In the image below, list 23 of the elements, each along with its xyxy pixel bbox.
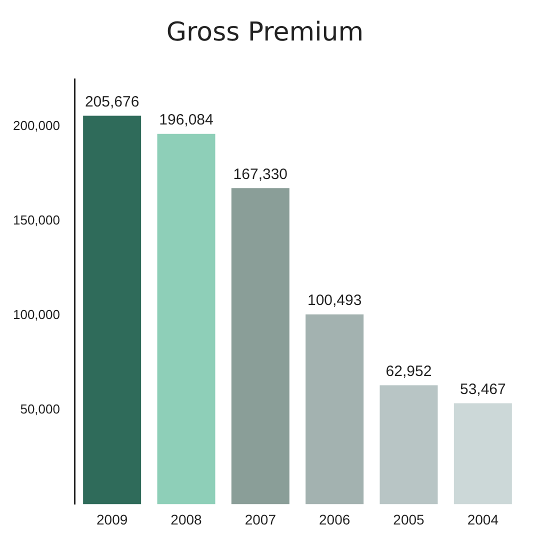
x-tick-label: 2005	[393, 511, 425, 528]
bar	[454, 403, 512, 504]
y-tick-label: 200,000	[12, 118, 60, 133]
x-tick-label: 2009	[96, 511, 128, 528]
data-label: 53,467	[460, 380, 506, 398]
x-tick-label: 2006	[319, 511, 350, 528]
x-tick-label: 2004	[467, 511, 499, 528]
bar	[83, 116, 142, 504]
y-tick-label: 50,000	[20, 401, 60, 416]
bar	[157, 134, 216, 504]
bar	[231, 188, 290, 504]
y-tick-label: 100,000	[12, 306, 60, 322]
data-label: 100,493	[307, 292, 362, 310]
bar	[306, 314, 364, 504]
bar	[380, 385, 438, 504]
data-label: 196,084	[159, 111, 214, 128]
y-tick-label: 150,000	[12, 212, 60, 228]
data-label: 205,676	[84, 93, 140, 110]
data-label: 167,330	[233, 166, 288, 183]
x-tick-label: 2008	[170, 511, 202, 528]
x-tick-label: 2007	[244, 511, 276, 528]
data-label: 62,952	[386, 362, 432, 380]
chart-title: Gross Premium	[166, 17, 364, 48]
